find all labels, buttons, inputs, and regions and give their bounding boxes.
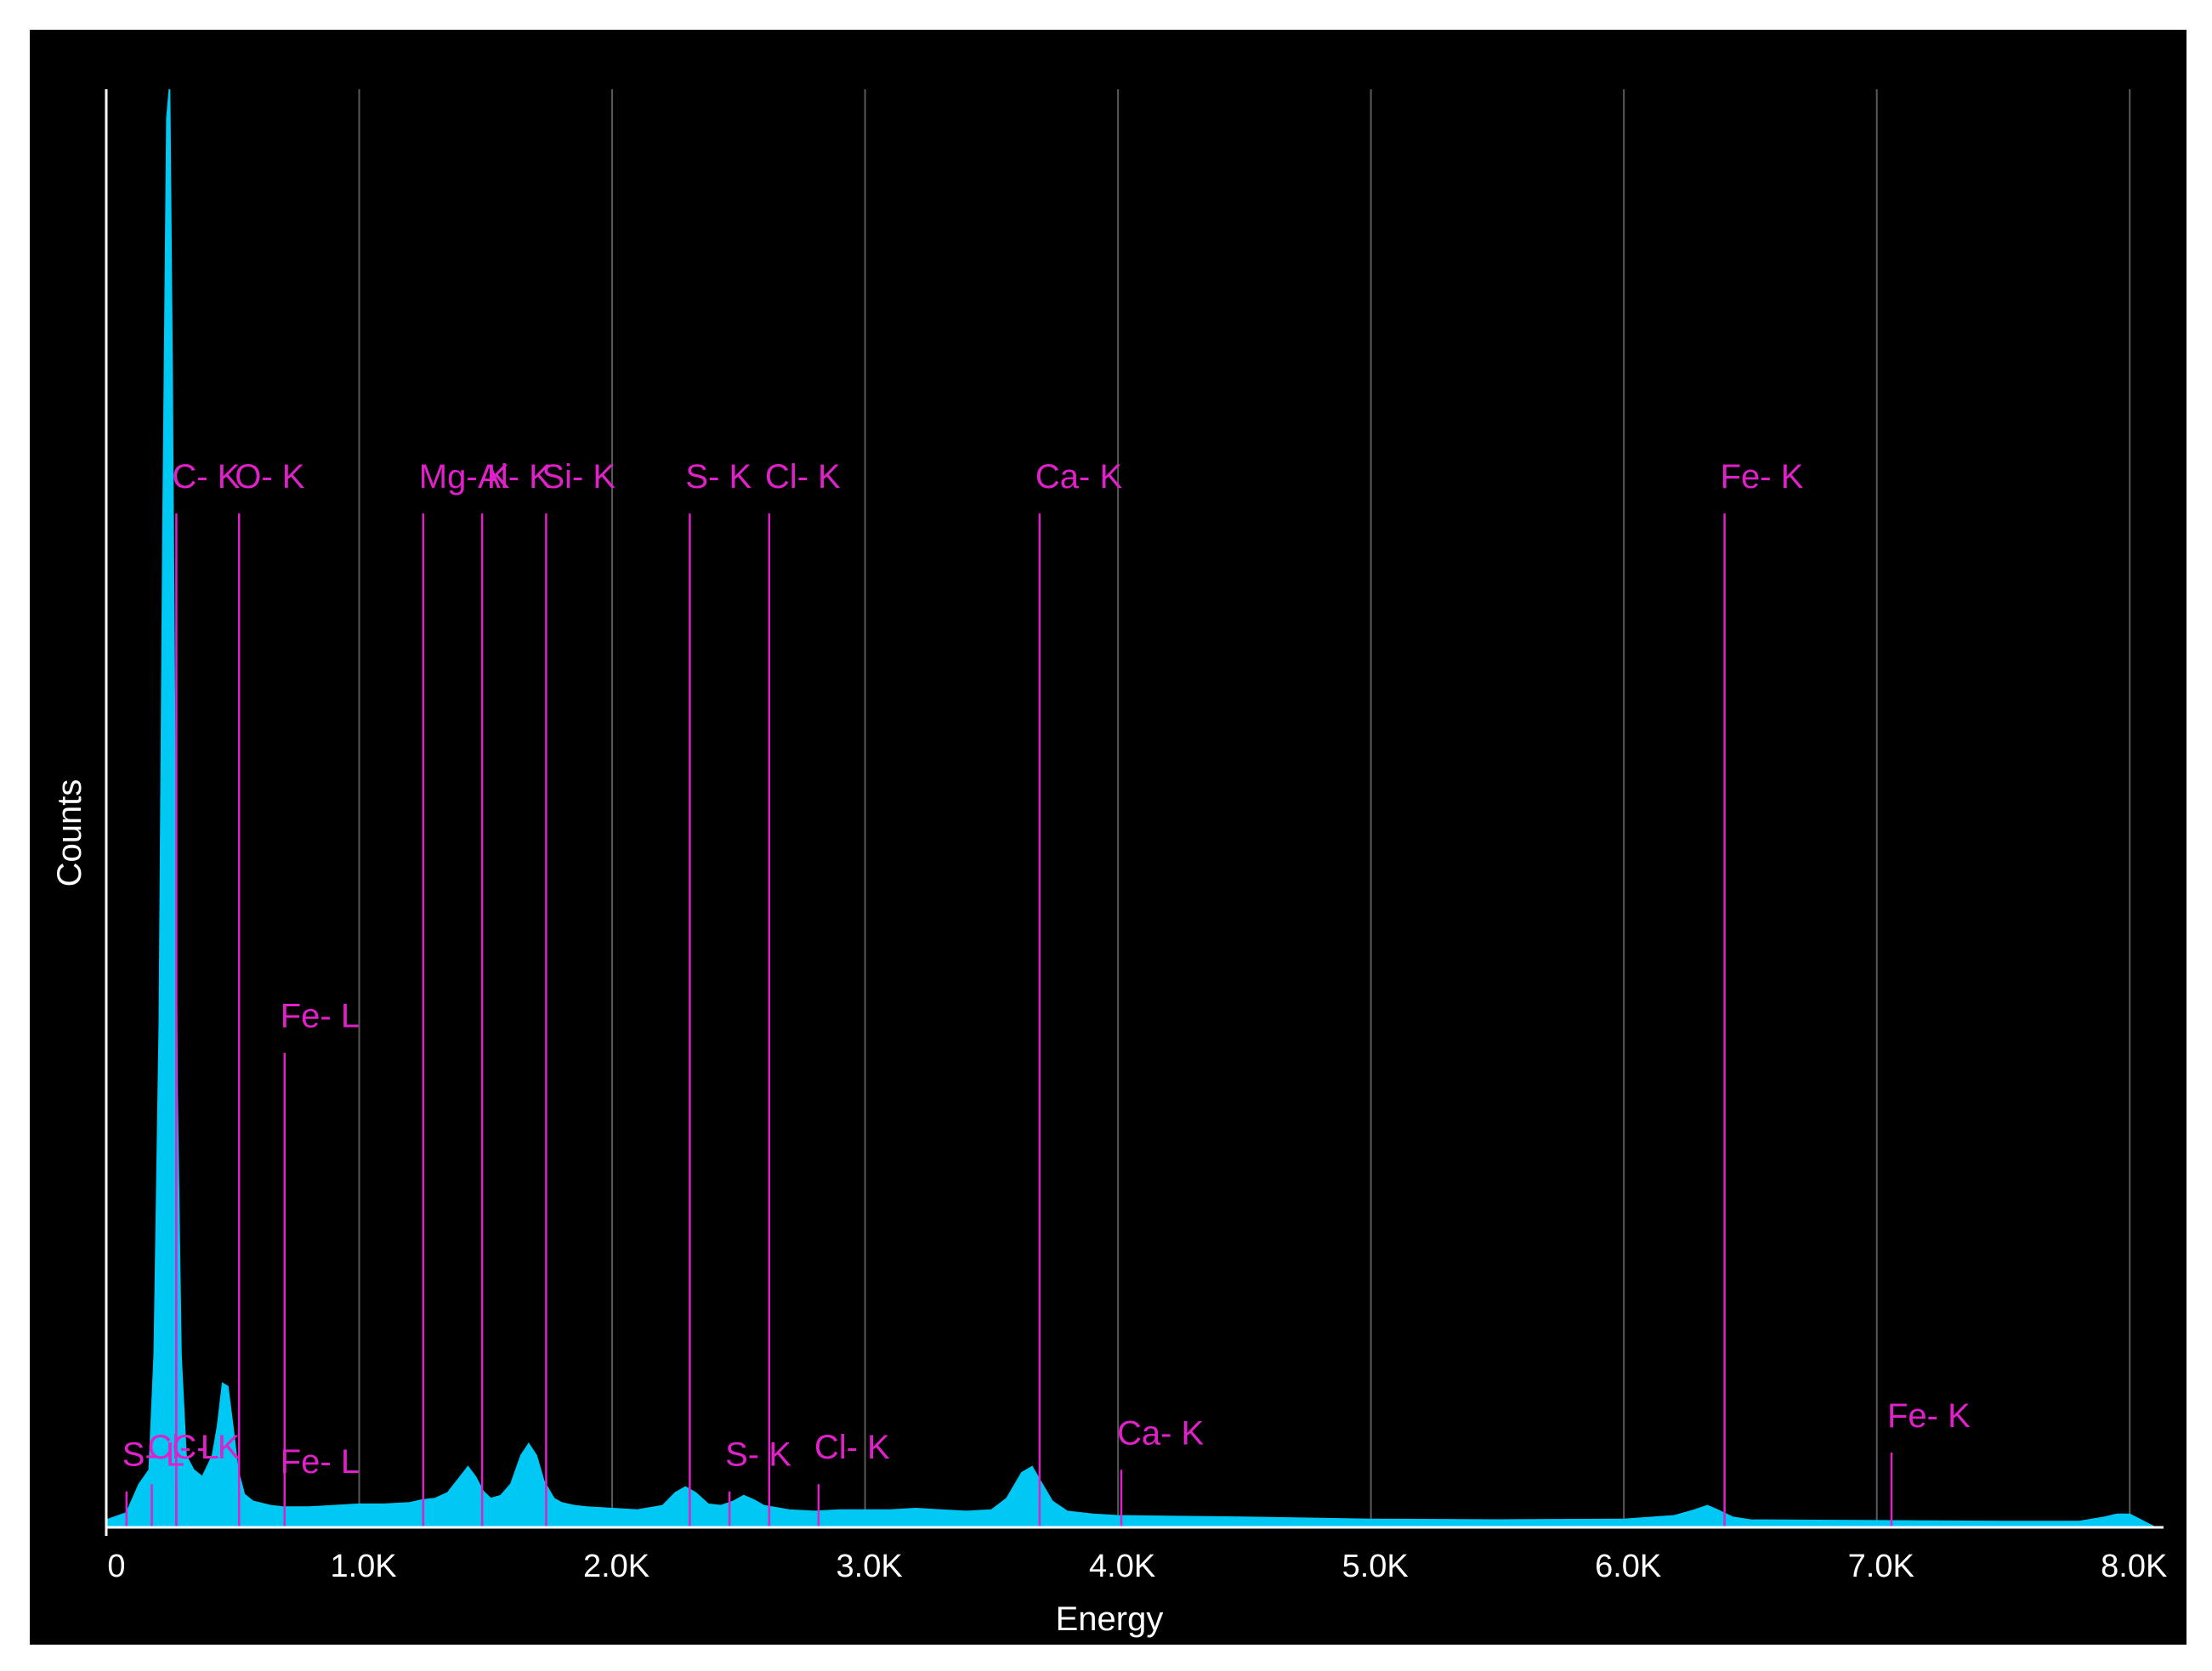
- y-axis-title: Counts: [51, 779, 88, 887]
- tick-labels: 0 1.0K 2.0K 3.0K 4.0K 5.0K 6.0K 7.0K 8.0K: [107, 1549, 2167, 1584]
- x-tick-label: 8.0K: [2101, 1549, 2167, 1584]
- element-marker-label: Mg- K: [419, 458, 510, 496]
- grid-lines: [358, 89, 2131, 1527]
- element-marker-label: Fe- L: [281, 998, 360, 1035]
- element-marker-label: Ca- K: [1035, 458, 1123, 496]
- marker-layer: C- KO- KFe- LMg- KAl- KSi- K S- K Cl- K Ca-…: [122, 458, 1971, 1527]
- element-marker-label: S- L: [122, 1436, 184, 1474]
- x-tick-label: 5.0K: [1342, 1549, 1409, 1584]
- x-tick-label: 3.0K: [837, 1549, 903, 1584]
- element-marker-label: Ca- K: [1117, 1414, 1205, 1452]
- x-tick-label: 2.0K: [583, 1549, 649, 1584]
- x-tick-label: 0: [107, 1549, 125, 1584]
- element-marker-label: Fe- K: [1887, 1397, 1971, 1435]
- element-marker-label: Fe- K: [1721, 458, 1804, 496]
- element-marker-label: Fe- L: [281, 1443, 360, 1481]
- plot-background: [30, 30, 2186, 1645]
- series-layer: [105, 88, 2156, 1528]
- x-tick-label: 6.0K: [1595, 1549, 1661, 1584]
- element-marker-label: S- K: [685, 458, 752, 496]
- element-marker-label: C- K: [172, 1429, 240, 1466]
- element-marker-label: Cl- K: [814, 1429, 890, 1466]
- element-marker-label: O- K: [235, 458, 305, 496]
- axis-layer: [105, 89, 2164, 1536]
- x-tick-label: 7.0K: [1848, 1549, 1914, 1584]
- element-marker-label: Al- K: [478, 458, 552, 496]
- element-marker-label: C- K: [172, 458, 240, 496]
- element-marker-label: S- K: [725, 1436, 791, 1474]
- x-tick-label: 1.0K: [330, 1549, 396, 1584]
- spectrum-chart: C- K O- K Fe- L Mg- K Al- K Si- K S- K Cl- K Ca-…: [30, 30, 2186, 1645]
- x-tick-label: 4.0K: [1089, 1549, 1155, 1584]
- spectrum-series: [105, 88, 2156, 1528]
- element-marker-label: Si- K: [542, 458, 615, 496]
- element-marker-label: Cl- K: [765, 458, 841, 496]
- element-marker-label: Cl- L: [148, 1429, 219, 1466]
- spectrum-plot: C- KO- KFe- LMg- KAl- KSi- K S- K Cl- K Ca-…: [30, 30, 2186, 1645]
- x-axis-title: Energy: [1056, 1600, 1164, 1638]
